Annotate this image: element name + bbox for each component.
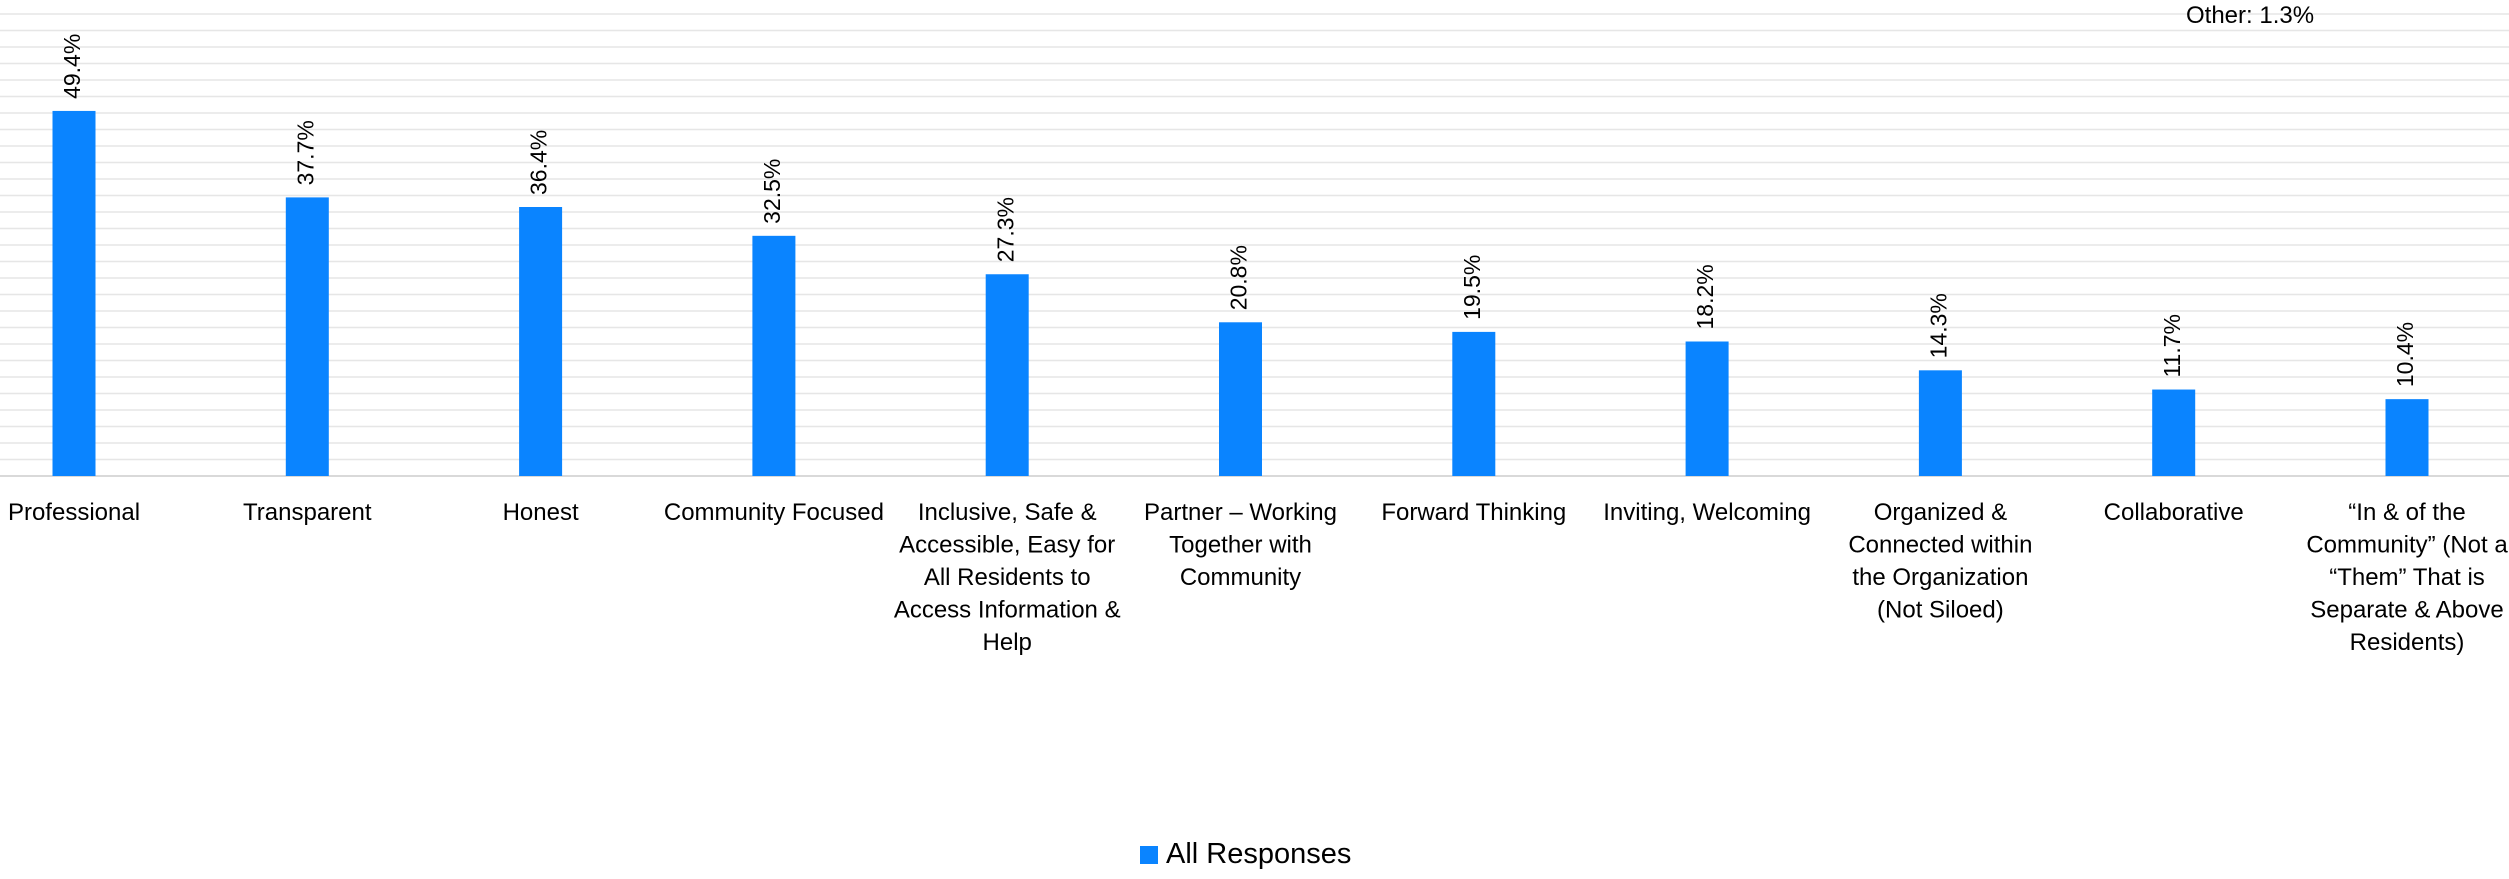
- data-label: 11.7%: [2159, 314, 2185, 378]
- category-label: Professional: [8, 499, 140, 526]
- bars: [52, 110, 2429, 477]
- category-label-line: (Not Siloed): [1877, 597, 2004, 624]
- category-label-line: “In & of the: [2348, 499, 2465, 526]
- data-label: 19.5%: [1459, 255, 1485, 320]
- bar: [2152, 389, 2196, 476]
- category-label-line: Residents): [2350, 629, 2465, 656]
- category-label: Transparent: [243, 499, 372, 526]
- category-label-line: All Residents to: [924, 564, 1091, 591]
- data-label: 14.3%: [1925, 293, 1951, 358]
- bar: [1918, 370, 1962, 476]
- other-annotation: Other: 1.3%: [2186, 2, 2315, 29]
- legend-swatch: [1140, 845, 1158, 864]
- category-label-line: the Organization: [1852, 564, 2028, 591]
- category-label-line: Honest: [503, 499, 579, 526]
- bar: [1219, 322, 1262, 476]
- data-label: 27.3%: [992, 197, 1018, 262]
- category-label-line: Community” (Not a: [2306, 532, 2508, 559]
- legend: All Responses: [1140, 838, 1351, 871]
- category-label-line: Transparent: [243, 499, 372, 526]
- bar: [52, 110, 96, 477]
- category-label-line: Community: [1180, 564, 1301, 591]
- data-label: 10.4%: [2392, 322, 2418, 387]
- category-labels: Professional Transparent Honest Community F…: [8, 499, 2508, 656]
- bar: [519, 207, 563, 476]
- bar: [285, 197, 329, 476]
- category-label-line: Organized &: [1874, 499, 2007, 526]
- data-label: 32.5%: [759, 159, 785, 224]
- category-label: Community Focused: [664, 499, 884, 526]
- category-label-line: “Them” That is: [2329, 564, 2485, 591]
- category-label-line: Inviting, Welcoming: [1603, 499, 1811, 526]
- category-label-line: Community Focused: [664, 499, 884, 526]
- category-label: Forward Thinking: [1381, 499, 1566, 526]
- bar: [752, 235, 796, 476]
- category-label-line: Inclusive, Safe &: [918, 499, 1097, 526]
- category-label-line: Professional: [8, 499, 140, 526]
- bar: [1452, 331, 1496, 476]
- data-label: 18.2%: [1692, 264, 1718, 329]
- category-label-line: Forward Thinking: [1381, 499, 1566, 526]
- legend-label: All Responses: [1166, 838, 1352, 870]
- bar: [2385, 399, 2429, 476]
- bar: [985, 274, 1029, 476]
- category-label: Inviting, Welcoming: [1603, 499, 1811, 526]
- category-label-line: Accessible, Easy for: [899, 532, 1115, 559]
- category-label: “In & of the Community” (Not a “Them” That…: [2306, 499, 2508, 656]
- category-label-line: Together with: [1169, 532, 1312, 559]
- category-label-line: Connected within: [1848, 532, 2032, 559]
- category-label-line: Help: [983, 629, 1032, 656]
- category-label-line: Collaborative: [2104, 499, 2244, 526]
- category-label: Inclusive, Safe & Accessible, Easy for All…: [894, 499, 1121, 656]
- data-label: 49.4%: [59, 34, 85, 99]
- data-label: 20.8%: [1226, 245, 1252, 310]
- category-label-line: Separate & Above: [2310, 597, 2503, 624]
- category-label-line: Access Information &: [894, 597, 1121, 624]
- bar: [1685, 341, 1729, 476]
- data-label: 37.7%: [292, 120, 318, 185]
- category-label: Collaborative: [2104, 499, 2244, 526]
- category-label: Partner – Working Together with Community: [1144, 499, 1337, 591]
- category-label: Honest: [503, 499, 579, 526]
- data-label: 36.4%: [526, 130, 552, 195]
- category-label-line: Partner – Working: [1144, 499, 1337, 526]
- data-labels: 49.4% 37.7% 36.4% 32.5% 27.3% 20.8% 19.5% 18.2%…: [59, 34, 2418, 387]
- gridlines: [0, 13, 2509, 477]
- category-label: Organized & Connected within the Organizat…: [1848, 499, 2032, 624]
